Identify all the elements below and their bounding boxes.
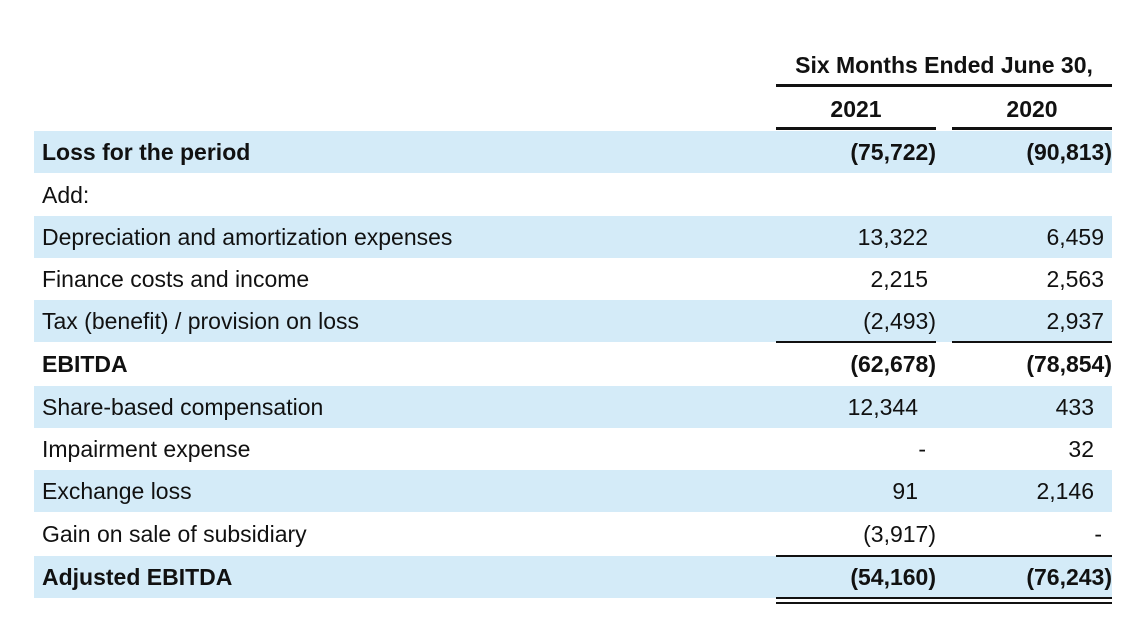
table-row-gain-on-sale-of-subsidiary: Gain on sale of subsidiary (3,917) - bbox=[34, 513, 1112, 555]
year-2021-rule bbox=[776, 127, 936, 130]
header-rule bbox=[776, 84, 1112, 87]
value-2021: (2,493) bbox=[863, 308, 936, 334]
row-label: EBITDA bbox=[42, 351, 128, 377]
row-label: Tax (benefit) / provision on loss bbox=[42, 308, 360, 334]
table-row-adjusted-ebitda: Adjusted EBITDA (54,160) (76,243) bbox=[34, 556, 1112, 598]
year-2020-rule bbox=[952, 127, 1112, 130]
value-2021: 12,344 bbox=[847, 394, 918, 420]
ebitda-rule-2020 bbox=[952, 341, 1112, 343]
value-2020: 32 bbox=[1068, 436, 1094, 462]
row-label: Finance costs and income bbox=[42, 266, 310, 292]
row-label: Adjusted EBITDA bbox=[42, 564, 233, 590]
value-2020: (90,813) bbox=[1026, 139, 1112, 165]
period-header: Six Months Ended June 30, bbox=[795, 52, 1093, 78]
value-2020: 2,563 bbox=[1046, 266, 1104, 292]
adjusted-ebitda-rule bbox=[776, 555, 1112, 557]
row-label: Gain on sale of subsidiary bbox=[42, 521, 307, 547]
double-underline-bottom bbox=[776, 602, 1112, 604]
table-row-depreciation-and-amortization-expenses: Depreciation and amortization expenses 13… bbox=[34, 216, 1112, 258]
table-row-add: Add: bbox=[34, 174, 1112, 216]
value-2020: 2,146 bbox=[1036, 478, 1094, 504]
table-row-exchange-loss: Exchange loss 91 2,146 bbox=[34, 470, 1112, 512]
value-2020: (76,243) bbox=[1026, 564, 1112, 590]
value-2021: (75,722) bbox=[850, 139, 936, 165]
table-row-tax-benefit-provision-on-loss: Tax (benefit) / provision on loss (2,493)… bbox=[34, 300, 1112, 342]
value-2021: - bbox=[918, 436, 926, 462]
value-2020: - bbox=[1094, 521, 1102, 547]
value-2021: (62,678) bbox=[850, 351, 936, 377]
row-label: Share-based compensation bbox=[42, 394, 324, 420]
row-label: Exchange loss bbox=[42, 478, 192, 504]
year-2021-header: 2021 bbox=[830, 96, 882, 122]
row-label: Loss for the period bbox=[42, 139, 251, 165]
value-2020: (78,854) bbox=[1026, 351, 1112, 377]
table-row-loss-for-the-period: Loss for the period (75,722) (90,813) bbox=[34, 131, 1112, 173]
value-2021: (3,917) bbox=[863, 521, 936, 547]
value-2021: 2,215 bbox=[870, 266, 928, 292]
row-label: Impairment expense bbox=[42, 436, 251, 462]
table-row-impairment-expense: Impairment expense - 32 bbox=[34, 428, 1112, 470]
row-label: Add: bbox=[42, 182, 90, 208]
year-2020-header: 2020 bbox=[1006, 96, 1058, 122]
value-2021: 91 bbox=[892, 478, 918, 504]
table-row-finance-costs-and-income: Finance costs and income 2,215 2,563 bbox=[34, 258, 1112, 300]
ebitda-rule-2021 bbox=[776, 341, 936, 343]
value-2021: 13,322 bbox=[857, 224, 928, 250]
value-2020: 6,459 bbox=[1046, 224, 1104, 250]
table-row-ebitda: EBITDA (62,678) (78,854) bbox=[34, 343, 1112, 385]
value-2020: 2,937 bbox=[1046, 308, 1104, 334]
value-2021: (54,160) bbox=[850, 564, 936, 590]
value-2020: 433 bbox=[1055, 394, 1094, 420]
double-underline-top bbox=[776, 597, 1112, 599]
row-label: Depreciation and amortization expenses bbox=[42, 224, 453, 250]
table-row-share-based-compensation: Share-based compensation 12,344 433 bbox=[34, 386, 1112, 428]
